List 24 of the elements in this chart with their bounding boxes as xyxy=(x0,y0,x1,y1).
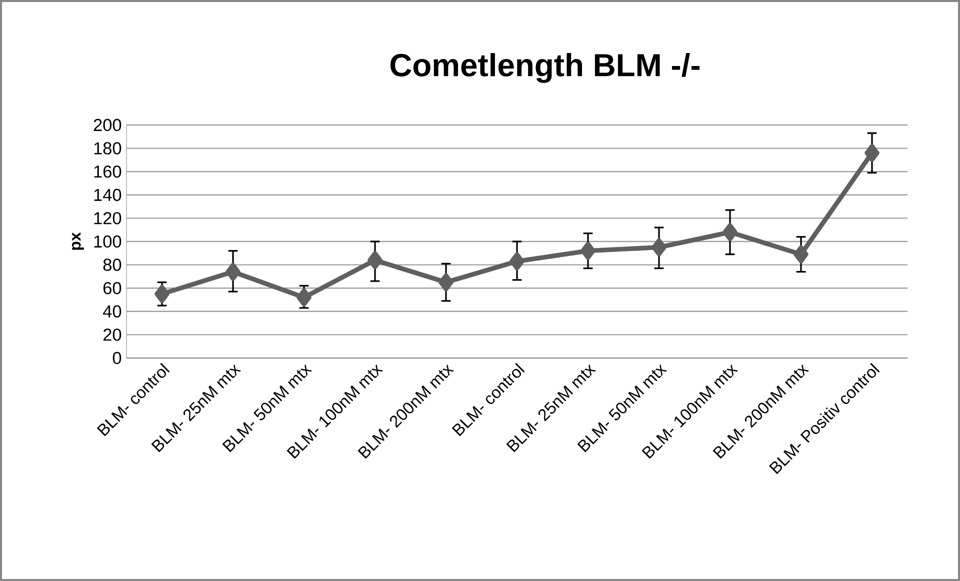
point xyxy=(510,252,524,270)
y-axis-title: px xyxy=(72,232,84,250)
y-tick-label: 100 xyxy=(94,235,122,248)
point xyxy=(154,284,170,303)
point xyxy=(794,245,808,264)
point xyxy=(722,223,738,242)
point xyxy=(652,238,666,256)
y-tick-label: 120 xyxy=(94,212,122,224)
y-tick-label: 200 xyxy=(94,118,122,132)
point xyxy=(296,288,312,306)
y-tick-label: 180 xyxy=(94,142,122,154)
point xyxy=(368,251,382,270)
point xyxy=(580,242,596,260)
point xyxy=(226,262,240,281)
point xyxy=(438,273,454,292)
y-tick-label: 20 xyxy=(103,328,122,341)
y-tick-label: 140 xyxy=(94,188,122,202)
y-tick-label: 160 xyxy=(94,165,122,178)
chart-title: Cometlength BLM -/- xyxy=(390,53,700,83)
y-tick-label: 0 xyxy=(112,352,122,364)
y-tick-label: 40 xyxy=(102,305,122,318)
y-tick-label: 60 xyxy=(103,282,122,294)
y-tick-label: 80 xyxy=(103,258,122,271)
point xyxy=(864,144,880,162)
